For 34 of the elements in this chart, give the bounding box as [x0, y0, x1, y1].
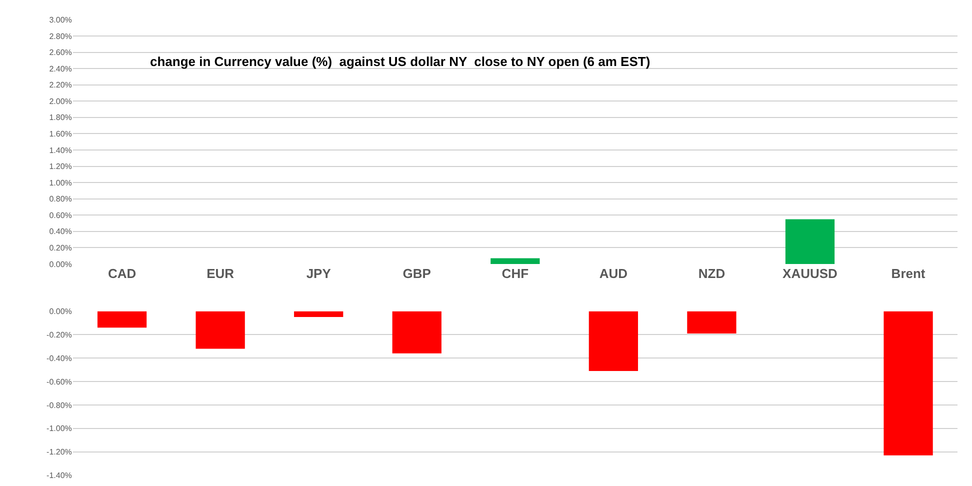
y-tick-label: 0.60%	[49, 210, 72, 220]
text: change in Currency value (%) against US dollar NY close to NY open (6 am EST)	[150, 54, 650, 69]
x-tick-label: NZD	[698, 266, 726, 281]
y-tick-label: -1.20%	[46, 448, 72, 457]
y-tick-label: 0.40%	[49, 227, 72, 236]
y-tick-label: 0.00%	[49, 306, 72, 316]
y-tick-label: 1.20%	[49, 162, 72, 172]
x-tick-label: GBP	[402, 266, 432, 281]
y-tick-label: 2.20%	[49, 80, 72, 90]
y-tick-label: 2.00%	[49, 96, 72, 106]
y-tick-label: 2.40%	[49, 64, 72, 74]
y-tick-label: 2.80%	[49, 32, 72, 41]
y-tick-label: 1.80%	[49, 113, 72, 122]
y-tick-label: -1.40%	[46, 471, 72, 480]
x-tick-label: JPY	[306, 266, 332, 281]
x-tick-label: AUD	[599, 266, 628, 281]
y-tick-label: -0.80%	[46, 400, 72, 410]
y-tick-label: -0.60%	[46, 377, 72, 386]
y-tick-label: 2.60%	[49, 48, 72, 58]
x-tick-label: EUR	[206, 266, 235, 281]
x-tick-label: Brent	[891, 266, 926, 281]
y-tick-label: -1.00%	[46, 424, 72, 434]
x-tick-label: CAD	[108, 266, 136, 281]
x-tick-label: CHF	[502, 266, 529, 281]
y-tick-label: 0.00%	[49, 260, 72, 269]
y-tick-label: 0.20%	[49, 243, 72, 252]
y-tick-label: 3.00%	[49, 16, 72, 25]
y-tick-label: -0.40%	[46, 354, 72, 363]
y-tick-label: 1.60%	[49, 130, 72, 139]
y-tick-label: 0.80%	[49, 194, 72, 204]
y-tick-label: -0.20%	[46, 330, 72, 340]
x-tick-label: XAUUSD	[782, 266, 838, 281]
y-tick-label: 1.40%	[49, 146, 72, 155]
y-tick-label: 1.00%	[49, 178, 72, 188]
